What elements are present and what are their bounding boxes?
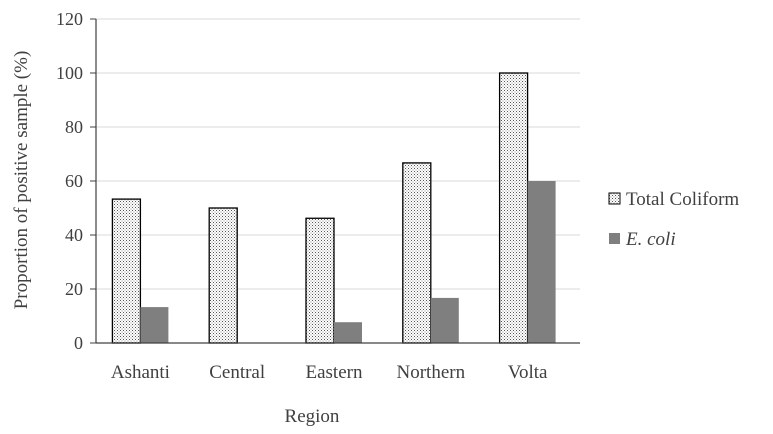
y-tick-label: 100: [56, 63, 83, 83]
y-tick-label: 80: [65, 117, 83, 137]
legend-swatch-total-coliform: [608, 192, 621, 205]
x-tick-label: Volta: [508, 362, 548, 383]
bar-e-coli: [334, 322, 362, 343]
y-tick-label: 40: [65, 225, 83, 245]
x-tick-label: Eastern: [306, 362, 363, 383]
legend-swatch-e-coli: [609, 233, 620, 244]
y-tick-label: 120: [56, 9, 83, 29]
bar-e-coli: [140, 307, 169, 343]
x-tick-label: Ashanti: [111, 362, 170, 383]
legend: Total Coliform E. coli: [608, 189, 739, 250]
bar-total-coliform: [402, 162, 432, 344]
y-tick-label: 20: [65, 279, 83, 299]
bar-total-coliform: [208, 207, 238, 344]
bar-total-coliform: [498, 72, 529, 344]
x-tick-label: Central: [209, 362, 265, 383]
x-axis-label: Region: [285, 406, 340, 427]
legend-label-e-coli: E. coli: [625, 229, 676, 250]
y-axis-label: Proportion of positive sample (%): [11, 51, 32, 310]
bar-total-coliform: [305, 217, 335, 344]
y-tick-label: 60: [65, 171, 83, 191]
bar-e-coli: [527, 181, 556, 343]
bar-total-coliform: [111, 198, 142, 344]
legend-label-total-coliform: Total Coliform: [626, 189, 739, 210]
bar-e-coli: [430, 297, 459, 343]
axes: [90, 18, 580, 344]
y-tick-label: 0: [74, 333, 83, 353]
bars: [111, 72, 556, 344]
x-tick-label: Northern: [397, 362, 466, 383]
tick-labels: 0 20 40 60 80 100 120 Ashanti Central Eastern Nort…: [56, 9, 548, 383]
